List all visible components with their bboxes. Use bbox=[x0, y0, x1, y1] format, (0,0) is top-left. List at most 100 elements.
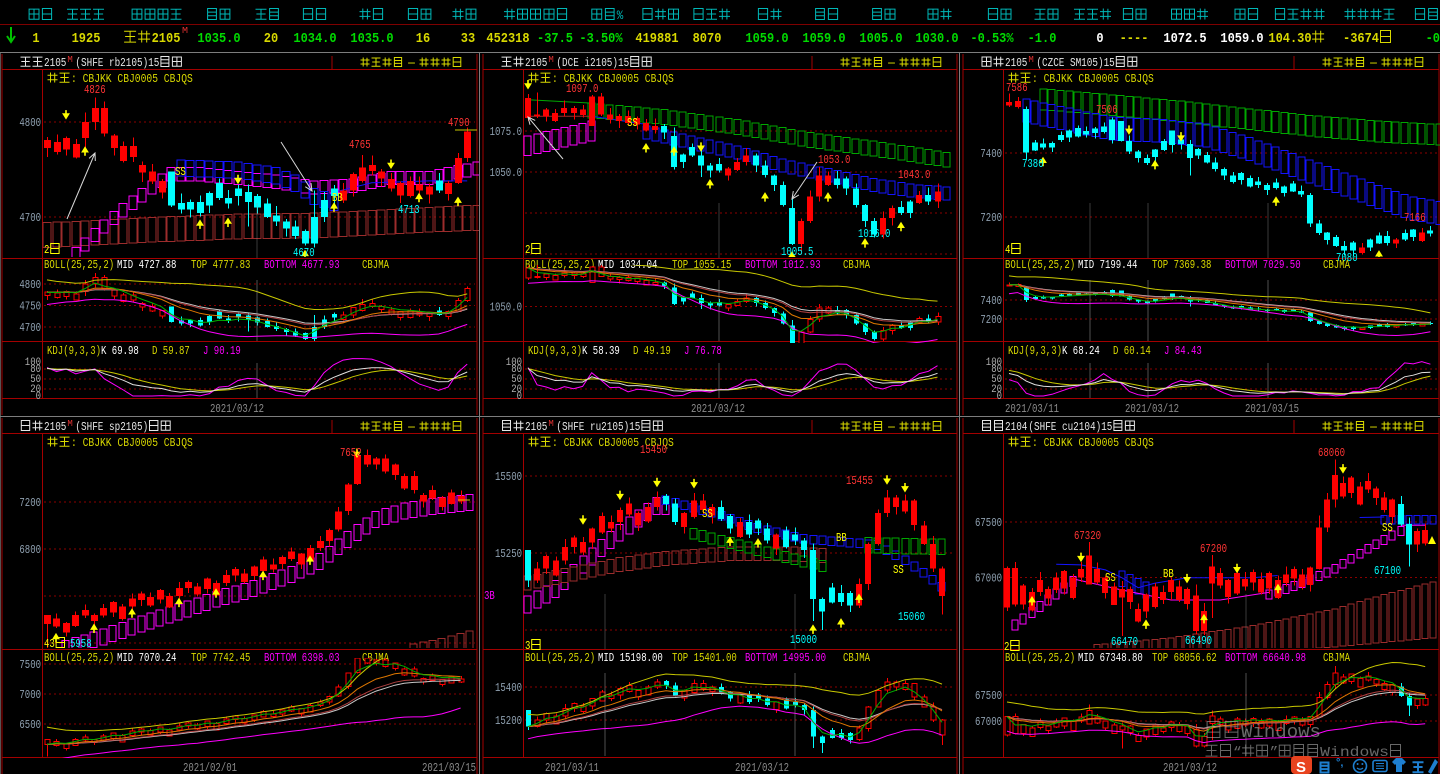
svg-text:43: 43 bbox=[44, 637, 55, 651]
svg-text:J 76.78: J 76.78 bbox=[684, 344, 722, 358]
svg-text:4765: 4765 bbox=[349, 138, 371, 152]
svg-text:20: 20 bbox=[264, 31, 278, 47]
svg-text:2: 2 bbox=[44, 243, 49, 257]
svg-text:3: 3 bbox=[525, 639, 530, 653]
svg-text:8070: 8070 bbox=[693, 31, 722, 47]
svg-text:TOP 4777.83: TOP 4777.83 bbox=[191, 258, 250, 272]
svg-text:15060: 15060 bbox=[898, 610, 925, 624]
svg-text:-3674: -3674 bbox=[1343, 31, 1379, 47]
svg-text:4750: 4750 bbox=[19, 300, 41, 314]
svg-text:KDJ(9,3,3): KDJ(9,3,3) bbox=[47, 344, 101, 358]
svg-text:KDJ(9,3,3): KDJ(9,3,3) bbox=[1008, 344, 1062, 358]
svg-text:4790: 4790 bbox=[448, 116, 470, 130]
svg-text:: CBJKK CBJ0005 CBJQS: : CBJKK CBJ0005 CBJQS bbox=[552, 72, 674, 86]
svg-text:MID 67348.80: MID 67348.80 bbox=[1078, 651, 1143, 665]
svg-text:SS: SS bbox=[627, 116, 638, 130]
svg-text:BOLL(25,25,2): BOLL(25,25,2) bbox=[1005, 651, 1075, 665]
svg-text:-: - bbox=[1366, 420, 1381, 434]
svg-text:BB: BB bbox=[1163, 567, 1174, 581]
svg-text:2105: 2105 bbox=[44, 420, 66, 434]
svg-text:4700: 4700 bbox=[19, 321, 41, 335]
svg-text:67500: 67500 bbox=[975, 689, 1002, 703]
svg-text:7586: 7586 bbox=[1006, 81, 1028, 95]
svg-text:7400: 7400 bbox=[980, 147, 1002, 161]
svg-text:2: 2 bbox=[1004, 640, 1009, 654]
svg-text:67320: 67320 bbox=[1074, 529, 1101, 543]
svg-text:2021/03/12: 2021/03/12 bbox=[691, 402, 745, 416]
svg-text:2021/03/11: 2021/03/11 bbox=[545, 761, 599, 774]
svg-text:M: M bbox=[548, 419, 553, 429]
svg-text:(SHFE ru2105)15: (SHFE ru2105)15 bbox=[556, 420, 640, 434]
svg-text:“: “ bbox=[1233, 745, 1242, 761]
svg-text:67000: 67000 bbox=[975, 715, 1002, 729]
svg-text:1075.0: 1075.0 bbox=[490, 125, 522, 139]
svg-text:6800: 6800 bbox=[19, 543, 41, 557]
svg-text:67100: 67100 bbox=[1374, 564, 1401, 578]
svg-text:-: - bbox=[1366, 56, 1381, 70]
svg-text:2021/03/15: 2021/03/15 bbox=[422, 761, 476, 774]
svg-text:7200: 7200 bbox=[19, 496, 41, 510]
svg-text:-: - bbox=[884, 56, 899, 70]
svg-text:2105: 2105 bbox=[1005, 56, 1027, 70]
svg-text:4700: 4700 bbox=[19, 211, 41, 225]
svg-text:2021/03/12: 2021/03/12 bbox=[735, 761, 789, 774]
svg-text:-: - bbox=[404, 56, 419, 70]
svg-text:0: 0 bbox=[36, 391, 41, 403]
svg-text:-1.0: -1.0 bbox=[1028, 31, 1057, 47]
svg-text:50: 50 bbox=[511, 374, 522, 386]
svg-text:15500: 15500 bbox=[495, 470, 522, 484]
svg-text:TOP 7742.45: TOP 7742.45 bbox=[191, 651, 250, 665]
svg-text:104.30: 104.30 bbox=[1268, 31, 1311, 47]
svg-text:1043.0: 1043.0 bbox=[898, 168, 930, 182]
svg-text:BOTTOM 66640.98: BOTTOM 66640.98 bbox=[1225, 651, 1306, 665]
svg-text:15200: 15200 bbox=[495, 714, 522, 728]
svg-text:7200: 7200 bbox=[980, 313, 1002, 327]
svg-text:TOP 7369.38: TOP 7369.38 bbox=[1152, 258, 1211, 272]
svg-text:K 58.39: K 58.39 bbox=[582, 344, 620, 358]
svg-text:BOTTOM 14995.00: BOTTOM 14995.00 bbox=[745, 651, 826, 665]
svg-text:100: 100 bbox=[986, 357, 1002, 369]
svg-text:7652: 7652 bbox=[340, 446, 362, 460]
svg-text:452318: 452318 bbox=[486, 31, 529, 47]
svg-text:-3.50%: -3.50% bbox=[579, 31, 623, 47]
svg-text:2021/03/12: 2021/03/12 bbox=[1163, 761, 1217, 774]
svg-text:2021/02/01: 2021/02/01 bbox=[183, 761, 237, 774]
svg-text:CBJMA: CBJMA bbox=[362, 258, 390, 272]
svg-text:(SHFE sp2105): (SHFE sp2105) bbox=[75, 420, 148, 434]
svg-text:1059.0: 1059.0 bbox=[745, 31, 788, 47]
svg-text:2: 2 bbox=[525, 243, 530, 257]
svg-text:7000: 7000 bbox=[19, 688, 41, 702]
svg-text:1050.0: 1050.0 bbox=[490, 166, 522, 180]
svg-text:CBJMA: CBJMA bbox=[1323, 651, 1351, 665]
svg-text:J 90.19: J 90.19 bbox=[203, 344, 241, 358]
svg-text:CBJMA: CBJMA bbox=[843, 651, 871, 665]
svg-text:1005.0: 1005.0 bbox=[859, 31, 902, 47]
svg-text:(DCE i2105)15: (DCE i2105)15 bbox=[556, 56, 629, 70]
svg-text:BOTTOM 1012.93: BOTTOM 1012.93 bbox=[745, 258, 821, 272]
svg-text:80: 80 bbox=[511, 364, 522, 376]
svg-text:: CBJKK CBJ0005 CBJQS: : CBJKK CBJ0005 CBJQS bbox=[71, 72, 193, 86]
svg-text:20: 20 bbox=[991, 384, 1002, 396]
svg-text:5958: 5958 bbox=[70, 637, 92, 651]
svg-text:4: 4 bbox=[1005, 243, 1010, 257]
svg-text:4800: 4800 bbox=[19, 116, 41, 130]
svg-text:7166: 7166 bbox=[1404, 211, 1426, 225]
svg-text:%: % bbox=[617, 8, 624, 23]
svg-text:67500: 67500 bbox=[975, 516, 1002, 530]
svg-text:2021/03/12: 2021/03/12 bbox=[210, 402, 264, 416]
svg-text:15400: 15400 bbox=[495, 681, 522, 695]
svg-text:2021/03/15: 2021/03/15 bbox=[1245, 402, 1299, 416]
svg-text:TOP 1055.15: TOP 1055.15 bbox=[672, 258, 731, 272]
svg-text:7200: 7200 bbox=[980, 211, 1002, 225]
svg-text:20: 20 bbox=[511, 384, 522, 396]
svg-text:K 69.98: K 69.98 bbox=[101, 344, 139, 358]
svg-text:50: 50 bbox=[991, 374, 1002, 386]
svg-text:MID 4727.88: MID 4727.88 bbox=[117, 258, 176, 272]
svg-text:1925: 1925 bbox=[72, 31, 101, 47]
svg-text:15250: 15250 bbox=[495, 547, 522, 561]
svg-text:BOLL(25,25,2): BOLL(25,25,2) bbox=[525, 258, 595, 272]
svg-text:1059.0: 1059.0 bbox=[802, 31, 845, 47]
svg-text:CBJMA: CBJMA bbox=[1323, 258, 1351, 272]
svg-text:1072.5: 1072.5 bbox=[1163, 31, 1206, 47]
svg-text:419881: 419881 bbox=[635, 31, 678, 47]
